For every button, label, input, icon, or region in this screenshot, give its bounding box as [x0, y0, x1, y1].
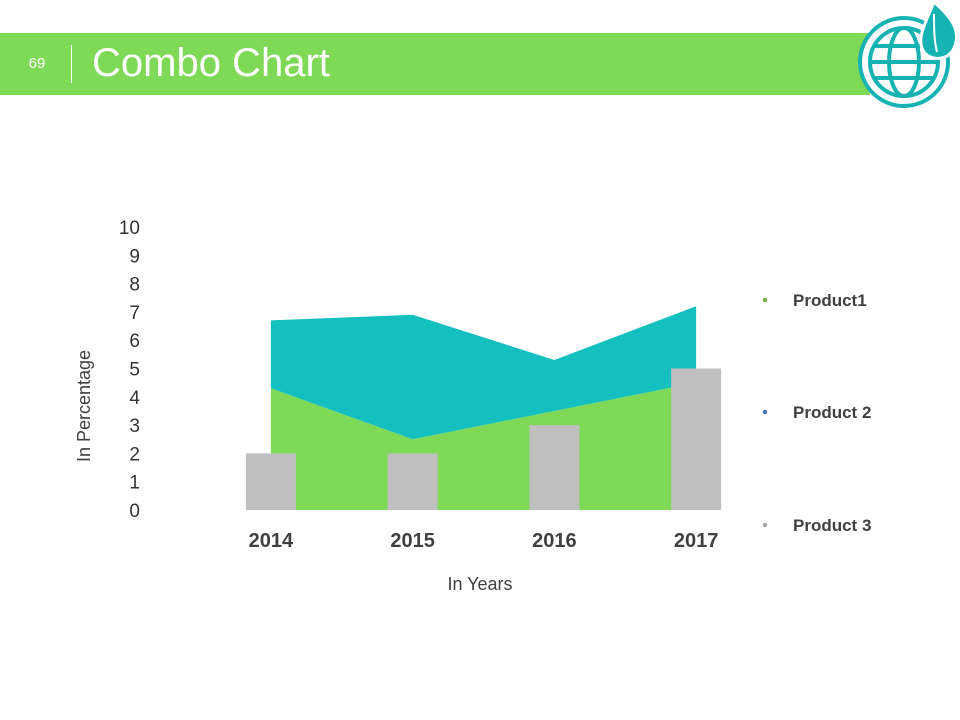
y-tick-label: 9 [129, 246, 140, 267]
bar-2016 [529, 425, 580, 510]
y-tick-label: 7 [129, 303, 140, 324]
y-tick-label: 5 [129, 360, 140, 381]
legend-label: Product1 [793, 291, 867, 310]
y-tick-label: 8 [129, 275, 140, 296]
y-tick-label: 0 [129, 501, 140, 522]
legend-bullet [762, 409, 768, 415]
y-tick-label: 10 [119, 218, 140, 239]
x-tick-label: 2016 [532, 530, 577, 552]
y-tick-label: 2 [129, 444, 140, 465]
legend-bullet [762, 297, 768, 303]
y-axis-title: In Percentage [74, 350, 94, 462]
area-product1 [270, 382, 697, 510]
slide-title: Combo Chart [92, 41, 330, 85]
y-tick-label: 4 [129, 388, 140, 409]
slide-number: 69 [28, 55, 46, 72]
bar-2017 [671, 368, 722, 510]
area-product-2 [270, 306, 697, 440]
x-axis-title: In Years [447, 574, 512, 594]
header-band [0, 33, 870, 95]
y-tick-label: 6 [129, 331, 140, 352]
x-tick-label: 2017 [674, 530, 719, 552]
x-tick-label: 2014 [249, 530, 294, 552]
bar-2014 [245, 453, 296, 510]
x-tick-label: 2015 [390, 530, 435, 552]
legend-bullet [762, 522, 768, 528]
legend-label: Product 2 [793, 403, 871, 422]
y-tick-label: 1 [129, 473, 140, 494]
header-divider [71, 45, 72, 83]
globe-leaf-icon [858, 0, 958, 108]
legend-label: Product 3 [793, 516, 871, 535]
y-tick-label: 3 [129, 416, 140, 437]
bar-2015 [387, 453, 438, 510]
